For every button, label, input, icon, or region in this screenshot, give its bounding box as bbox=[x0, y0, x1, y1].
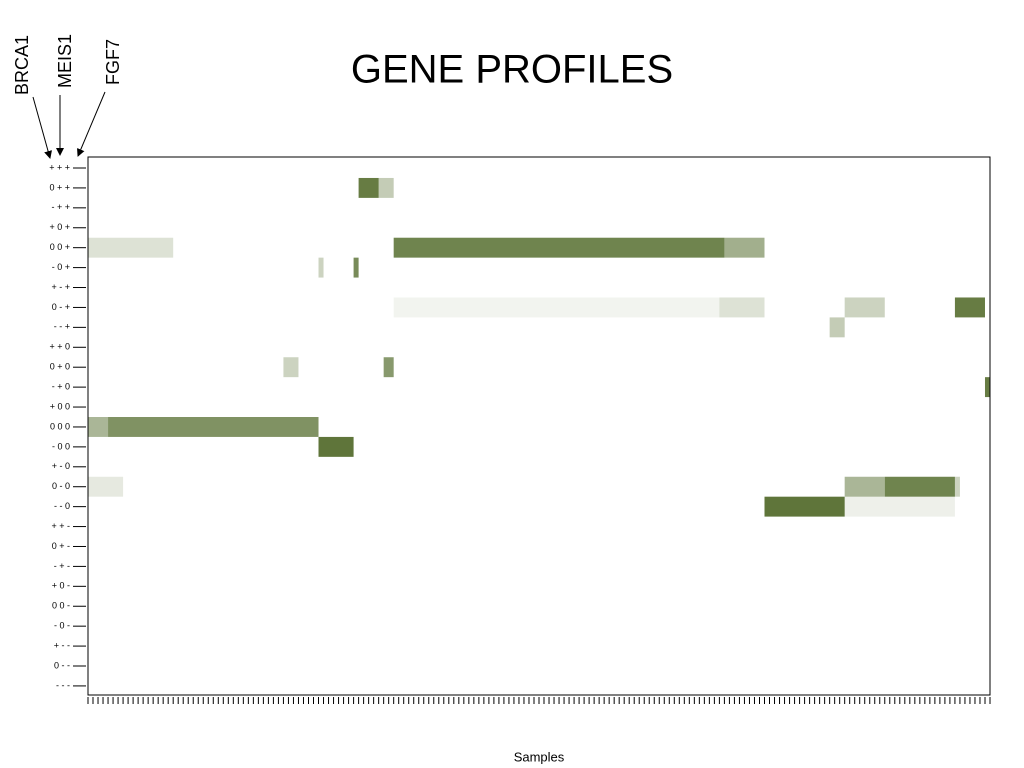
arrow bbox=[32, 96, 52, 159]
heat-cell bbox=[719, 297, 765, 318]
heat-cell bbox=[318, 257, 324, 278]
row-label: + 0 + bbox=[49, 222, 70, 232]
row-label: + - - bbox=[54, 640, 70, 650]
row-label: - - - bbox=[56, 680, 70, 690]
heat-cell bbox=[378, 177, 394, 198]
heat-cell bbox=[724, 237, 765, 258]
plot-frame bbox=[87, 156, 991, 696]
heat-cell bbox=[984, 377, 990, 398]
heat-cell bbox=[88, 237, 174, 258]
row-label: + 0 0 bbox=[50, 401, 70, 411]
heat-cell bbox=[383, 357, 394, 378]
heat-cell bbox=[844, 496, 955, 517]
row-label: + + 0 bbox=[49, 342, 70, 352]
row-label: - + + bbox=[51, 202, 70, 212]
row-label: - - 0 bbox=[54, 501, 70, 511]
heat-cell bbox=[108, 417, 319, 437]
heatmap-cells bbox=[88, 177, 990, 517]
arrow bbox=[77, 91, 106, 157]
gene-label: FGF7 bbox=[103, 39, 123, 85]
row-label: + + - bbox=[51, 521, 70, 531]
gene-label: MEIS1 bbox=[55, 34, 75, 88]
row-label: 0 0 + bbox=[50, 242, 70, 252]
heat-cell bbox=[844, 476, 885, 497]
heat-cell bbox=[884, 476, 955, 497]
heat-cell bbox=[88, 476, 124, 497]
row-label: 0 0 0 bbox=[50, 421, 70, 431]
row-label: 0 + + bbox=[49, 182, 70, 192]
heat-cell bbox=[283, 357, 299, 378]
heat-cell bbox=[88, 417, 109, 437]
heat-cell bbox=[764, 496, 845, 517]
chart-title: GENE PROFILES bbox=[351, 48, 673, 92]
heat-cell bbox=[393, 237, 725, 258]
heat-cell bbox=[829, 317, 845, 338]
gene-label: BRCA1 bbox=[12, 35, 32, 95]
row-label: + - + bbox=[51, 282, 70, 292]
x-axis-label: Samples bbox=[514, 749, 565, 764]
row-label: + 0 - bbox=[52, 581, 70, 591]
row-label: - - + bbox=[54, 322, 70, 332]
row-label: + - 0 bbox=[52, 461, 70, 471]
row-label: - 0 + bbox=[52, 262, 70, 272]
row-label: 0 + - bbox=[52, 541, 70, 551]
heat-cell bbox=[358, 177, 379, 198]
heat-cell bbox=[353, 257, 359, 278]
heat-cell bbox=[318, 436, 354, 457]
row-label: - 0 0 bbox=[52, 441, 70, 451]
row-label: 0 + 0 bbox=[50, 362, 70, 372]
heat-cell bbox=[393, 297, 720, 318]
row-label: 0 - + bbox=[52, 302, 70, 312]
heat-cell bbox=[844, 297, 885, 318]
row-label: 0 - - bbox=[54, 660, 70, 670]
row-label: + + + bbox=[49, 162, 70, 172]
row-label: - + - bbox=[54, 561, 70, 571]
heat-cell bbox=[954, 297, 985, 318]
heat-cell bbox=[954, 476, 960, 497]
row-label: 0 0 - bbox=[52, 601, 70, 611]
row-label: - + 0 bbox=[52, 381, 70, 391]
row-label: 0 - 0 bbox=[52, 481, 70, 491]
row-label: - 0 - bbox=[54, 621, 70, 631]
